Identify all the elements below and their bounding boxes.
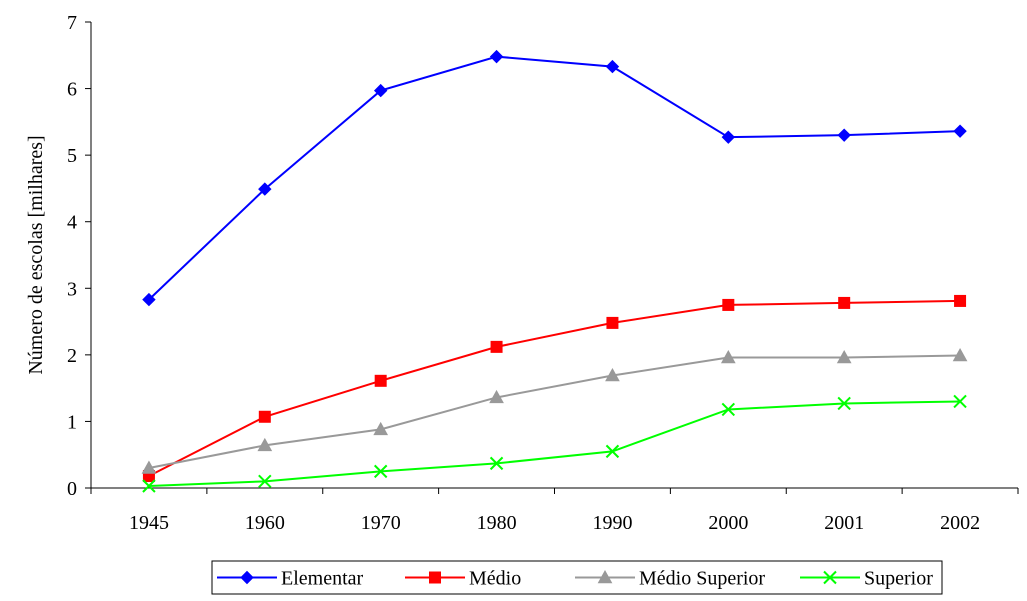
- data-point-elementar: [721, 130, 736, 144]
- x-marker-stroke: [953, 394, 967, 409]
- series-line-elementar: [148, 55, 961, 301]
- legend-item-elementar: Elementar: [217, 568, 364, 590]
- y-tick-label: 4: [67, 212, 77, 234]
- legend-label: Médio: [469, 568, 521, 590]
- legend-swatch-marker: [823, 570, 837, 585]
- data-point-elementar: [258, 182, 272, 196]
- x-marker-stroke: [605, 444, 620, 459]
- series-line-superior: [148, 400, 961, 488]
- data-point-m-dio-superior: [720, 349, 736, 364]
- legend: Elementar Médio Médio Superior Superior: [211, 560, 943, 595]
- data-point-superior: [258, 474, 272, 489]
- legend-item-m-dio: Médio: [405, 568, 521, 590]
- series-superior: [142, 394, 967, 493]
- x-marker-stroke: [142, 479, 156, 493]
- x-tick-label: 2002: [940, 512, 980, 534]
- series-line-m-dio: [148, 299, 961, 477]
- data-point-m-dio: [838, 296, 851, 309]
- x-tick-label: 1980: [477, 512, 517, 534]
- x-tick-label: 1990: [592, 512, 632, 534]
- data-point-m-dio-superior: [489, 389, 504, 404]
- data-point-superior: [373, 464, 388, 479]
- y-tick-label: 5: [67, 145, 77, 167]
- data-point-m-dio-superior: [836, 349, 852, 364]
- x-marker-stroke: [837, 396, 851, 411]
- x-tick-label: 1945: [129, 512, 169, 534]
- y-tick-label: 7: [67, 12, 77, 34]
- x-tick-label: 2000: [708, 512, 748, 534]
- x-marker-stroke: [721, 402, 736, 417]
- series-m-dio: [142, 294, 967, 483]
- legend-item-m-dio-superior: Médio Superior: [575, 568, 765, 590]
- data-point-elementar: [373, 83, 388, 98]
- y-tick-label: 3: [67, 278, 77, 300]
- data-point-m-dio-superior: [373, 421, 389, 436]
- legend-label: Elementar: [281, 568, 364, 590]
- data-point-m-dio: [722, 298, 735, 311]
- data-point-elementar: [142, 292, 156, 307]
- series-m-dio-superior: [141, 347, 968, 474]
- data-point-superior: [489, 456, 504, 471]
- legend-swatch-marker: [429, 571, 441, 584]
- x-tick-label: 1970: [361, 512, 401, 534]
- legend-label: Médio Superior: [639, 568, 765, 590]
- data-point-superior: [953, 394, 967, 409]
- data-point-m-dio-superior: [952, 347, 968, 362]
- data-point-superior: [142, 479, 156, 493]
- axes: 0 1 2 3 4 5 6 7 1945 1960 1970 1980 1990 2000 2001 2002: [67, 12, 1019, 534]
- data-point-m-dio-superior: [141, 460, 157, 474]
- legend-item-superior: Superior: [800, 568, 933, 590]
- data-point-elementar: [605, 59, 620, 74]
- y-tick-label: 6: [67, 79, 77, 101]
- series-line-m-dio-superior: [148, 354, 961, 470]
- x-tick-label: 1960: [245, 512, 285, 534]
- legend-swatch-marker: [597, 569, 613, 584]
- data-point-elementar: [953, 124, 967, 138]
- data-point-superior: [721, 402, 736, 417]
- y-axis-title: Número de escolas [milhares]: [25, 135, 47, 374]
- data-point-m-dio-superior: [257, 437, 273, 452]
- x-marker-stroke: [823, 570, 837, 585]
- data-point-superior: [605, 444, 620, 459]
- data-point-m-dio: [606, 316, 619, 329]
- data-point-m-dio: [954, 294, 967, 307]
- data-point-m-dio: [374, 374, 387, 387]
- x-marker-stroke: [489, 456, 504, 471]
- y-tick-label: 2: [67, 345, 77, 367]
- data-point-m-dio: [258, 410, 271, 423]
- data-point-elementar: [837, 128, 851, 142]
- data-point-superior: [837, 396, 851, 411]
- series-layer: [141, 49, 968, 493]
- x-marker-stroke: [373, 464, 388, 479]
- series-elementar: [142, 49, 967, 307]
- data-point-elementar: [489, 49, 504, 64]
- data-point-m-dio: [490, 340, 503, 353]
- y-tick-label: 0: [67, 478, 77, 500]
- x-tick-label: 2001: [824, 512, 864, 534]
- data-point-m-dio-superior: [605, 367, 620, 382]
- y-tick-label: 1: [67, 411, 77, 433]
- x-marker-stroke: [258, 474, 272, 489]
- legend-swatch-marker: [240, 570, 254, 585]
- legend-label: Superior: [864, 568, 933, 590]
